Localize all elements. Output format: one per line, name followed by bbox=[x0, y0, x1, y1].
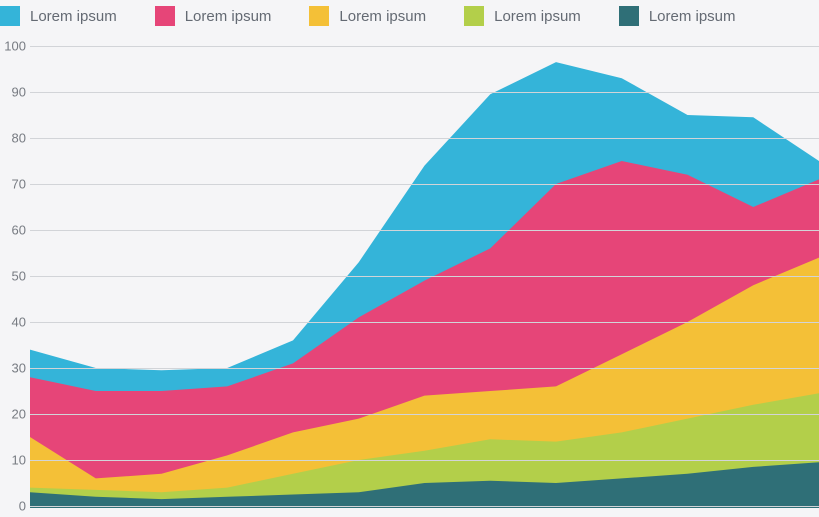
gridline bbox=[30, 92, 819, 93]
legend-swatch bbox=[309, 6, 329, 26]
gridline bbox=[30, 230, 819, 231]
gridline bbox=[30, 506, 819, 507]
area-series-svg bbox=[30, 46, 819, 508]
y-axis-label: 0 bbox=[0, 499, 26, 514]
gridline bbox=[30, 184, 819, 185]
gridline bbox=[30, 368, 819, 369]
y-axis-label: 30 bbox=[0, 361, 26, 376]
gridline bbox=[30, 46, 819, 47]
chart-plot: 0102030405060708090100 bbox=[0, 46, 819, 517]
y-axis-label: 10 bbox=[0, 453, 26, 468]
legend-label: Lorem ipsum bbox=[649, 8, 736, 25]
legend-swatch bbox=[464, 6, 484, 26]
gridline bbox=[30, 276, 819, 277]
legend-swatch bbox=[155, 6, 175, 26]
y-axis-label: 90 bbox=[0, 85, 26, 100]
y-axis-label: 70 bbox=[0, 177, 26, 192]
gridline bbox=[30, 138, 819, 139]
gridline bbox=[30, 460, 819, 461]
gridline bbox=[30, 414, 819, 415]
legend: Lorem ipsum Lorem ipsum Lorem ipsum Lore… bbox=[0, 0, 819, 26]
y-axis-label: 100 bbox=[0, 39, 26, 54]
area-chart: Lorem ipsum Lorem ipsum Lorem ipsum Lore… bbox=[0, 0, 819, 517]
legend-item: Lorem ipsum bbox=[155, 6, 272, 26]
y-axis-label: 50 bbox=[0, 269, 26, 284]
legend-label: Lorem ipsum bbox=[339, 8, 426, 25]
legend-swatch bbox=[0, 6, 20, 26]
legend-swatch bbox=[619, 6, 639, 26]
legend-item: Lorem ipsum bbox=[619, 6, 736, 26]
legend-item: Lorem ipsum bbox=[0, 6, 117, 26]
y-axis-label: 20 bbox=[0, 407, 26, 422]
legend-item: Lorem ipsum bbox=[309, 6, 426, 26]
legend-label: Lorem ipsum bbox=[494, 8, 581, 25]
gridline bbox=[30, 322, 819, 323]
y-axis-label: 60 bbox=[0, 223, 26, 238]
legend-label: Lorem ipsum bbox=[185, 8, 272, 25]
legend-label: Lorem ipsum bbox=[30, 8, 117, 25]
y-axis-label: 80 bbox=[0, 131, 26, 146]
y-axis-label: 40 bbox=[0, 315, 26, 330]
legend-item: Lorem ipsum bbox=[464, 6, 581, 26]
